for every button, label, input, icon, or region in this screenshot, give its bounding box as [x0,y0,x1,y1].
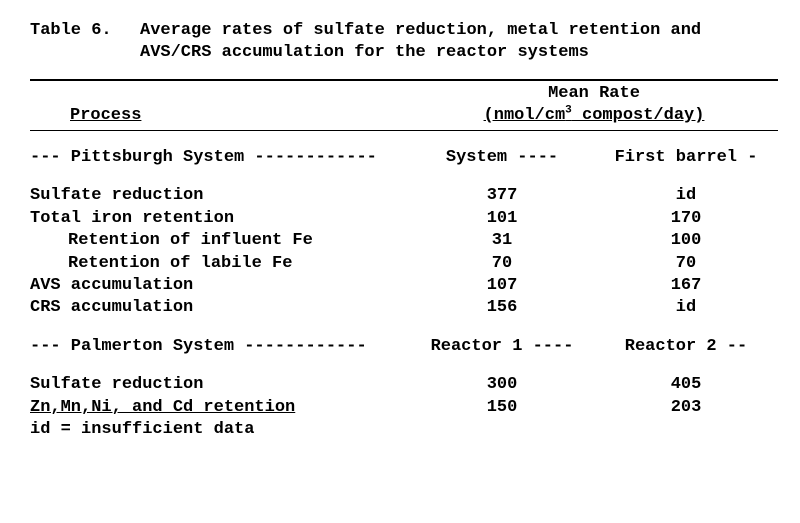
table-row: Sulfate reduction300405 [30,374,778,396]
column-headers: Process Mean Rate (nmol/cm3 compost/day) [30,81,778,130]
row-value-1: 101 [410,208,594,230]
row-value-2: 405 [594,374,778,396]
row-label: Sulfate reduction [30,374,410,396]
row-value-1: 156 [410,297,594,319]
section-heading-c2: System ---- [410,147,594,169]
spacer [30,169,778,185]
row-value-2: 167 [594,275,778,297]
pittsburgh-rows: Sulfate reduction377idTotal iron retenti… [30,185,778,320]
header-meanrate-line2: (nmol/cm3 compost/day) [410,105,778,127]
table-row: Total iron retention101170 [30,208,778,230]
row-value-2: 170 [594,208,778,230]
header-meanrate: Mean Rate (nmol/cm3 compost/day) [410,83,778,128]
table-number: Table 6. [30,20,140,65]
row-label: CRS accumulation [30,297,410,319]
section-heading-palmerton: --- Palmerton System ------------ Reacto… [30,336,778,358]
row-label: Total iron retention [30,208,410,230]
row-label: Zn,Mn,Ni, and Cd retention [30,397,410,419]
table-row: Retention of influent Fe31100 [30,230,778,252]
row-value-2: 203 [594,397,778,419]
section-heading-c3: First barrel - [594,147,778,169]
row-label: AVS accumulation [30,275,410,297]
table-row: AVS accumulation107167 [30,275,778,297]
header-process-label: Process [70,106,141,125]
header-meanrate-pre: (nmol/cm [484,106,566,125]
row-value-1: 300 [410,374,594,396]
header-meanrate-sup: 3 [565,105,572,117]
row-value-1: 377 [410,185,594,207]
section-heading-c2: Reactor 1 ---- [410,336,594,358]
table-caption: Table 6. Average rates of sulfate reduct… [30,20,778,65]
table-row: CRS accumulation156id [30,297,778,319]
section-heading-pittsburgh: --- Pittsburgh System ------------ Syste… [30,147,778,169]
row-label: Sulfate reduction [30,185,410,207]
row-value-1: 150 [410,397,594,419]
row-label: Retention of labile Fe [30,253,410,275]
row-value-1: 70 [410,253,594,275]
row-value-1: 107 [410,275,594,297]
spacer [30,358,778,374]
spacer [30,320,778,336]
table-row: Sulfate reduction377id [30,185,778,207]
row-label: Retention of influent Fe [30,230,410,252]
spacer [30,131,778,147]
table-row: Zn,Mn,Ni, and Cd retention150203 [30,397,778,419]
table-title: Average rates of sulfate reduction, meta… [140,20,778,65]
row-value-2: 70 [594,253,778,275]
header-meanrate-post: compost/day) [572,106,705,125]
header-process: Process [30,105,410,127]
row-value-1: 31 [410,230,594,252]
row-value-2: 100 [594,230,778,252]
table-row: Retention of labile Fe7070 [30,253,778,275]
footnote: id = insufficient data [30,419,778,441]
palmerton-rows: Sulfate reduction300405Zn,Mn,Ni, and Cd … [30,374,778,419]
section-heading-c3: Reactor 2 -- [594,336,778,358]
header-meanrate-line1: Mean Rate [410,83,778,105]
row-value-2: id [594,297,778,319]
section-heading-c1: --- Pittsburgh System ------------ [30,147,410,169]
row-value-2: id [594,185,778,207]
section-heading-c1: --- Palmerton System ------------ [30,336,410,358]
